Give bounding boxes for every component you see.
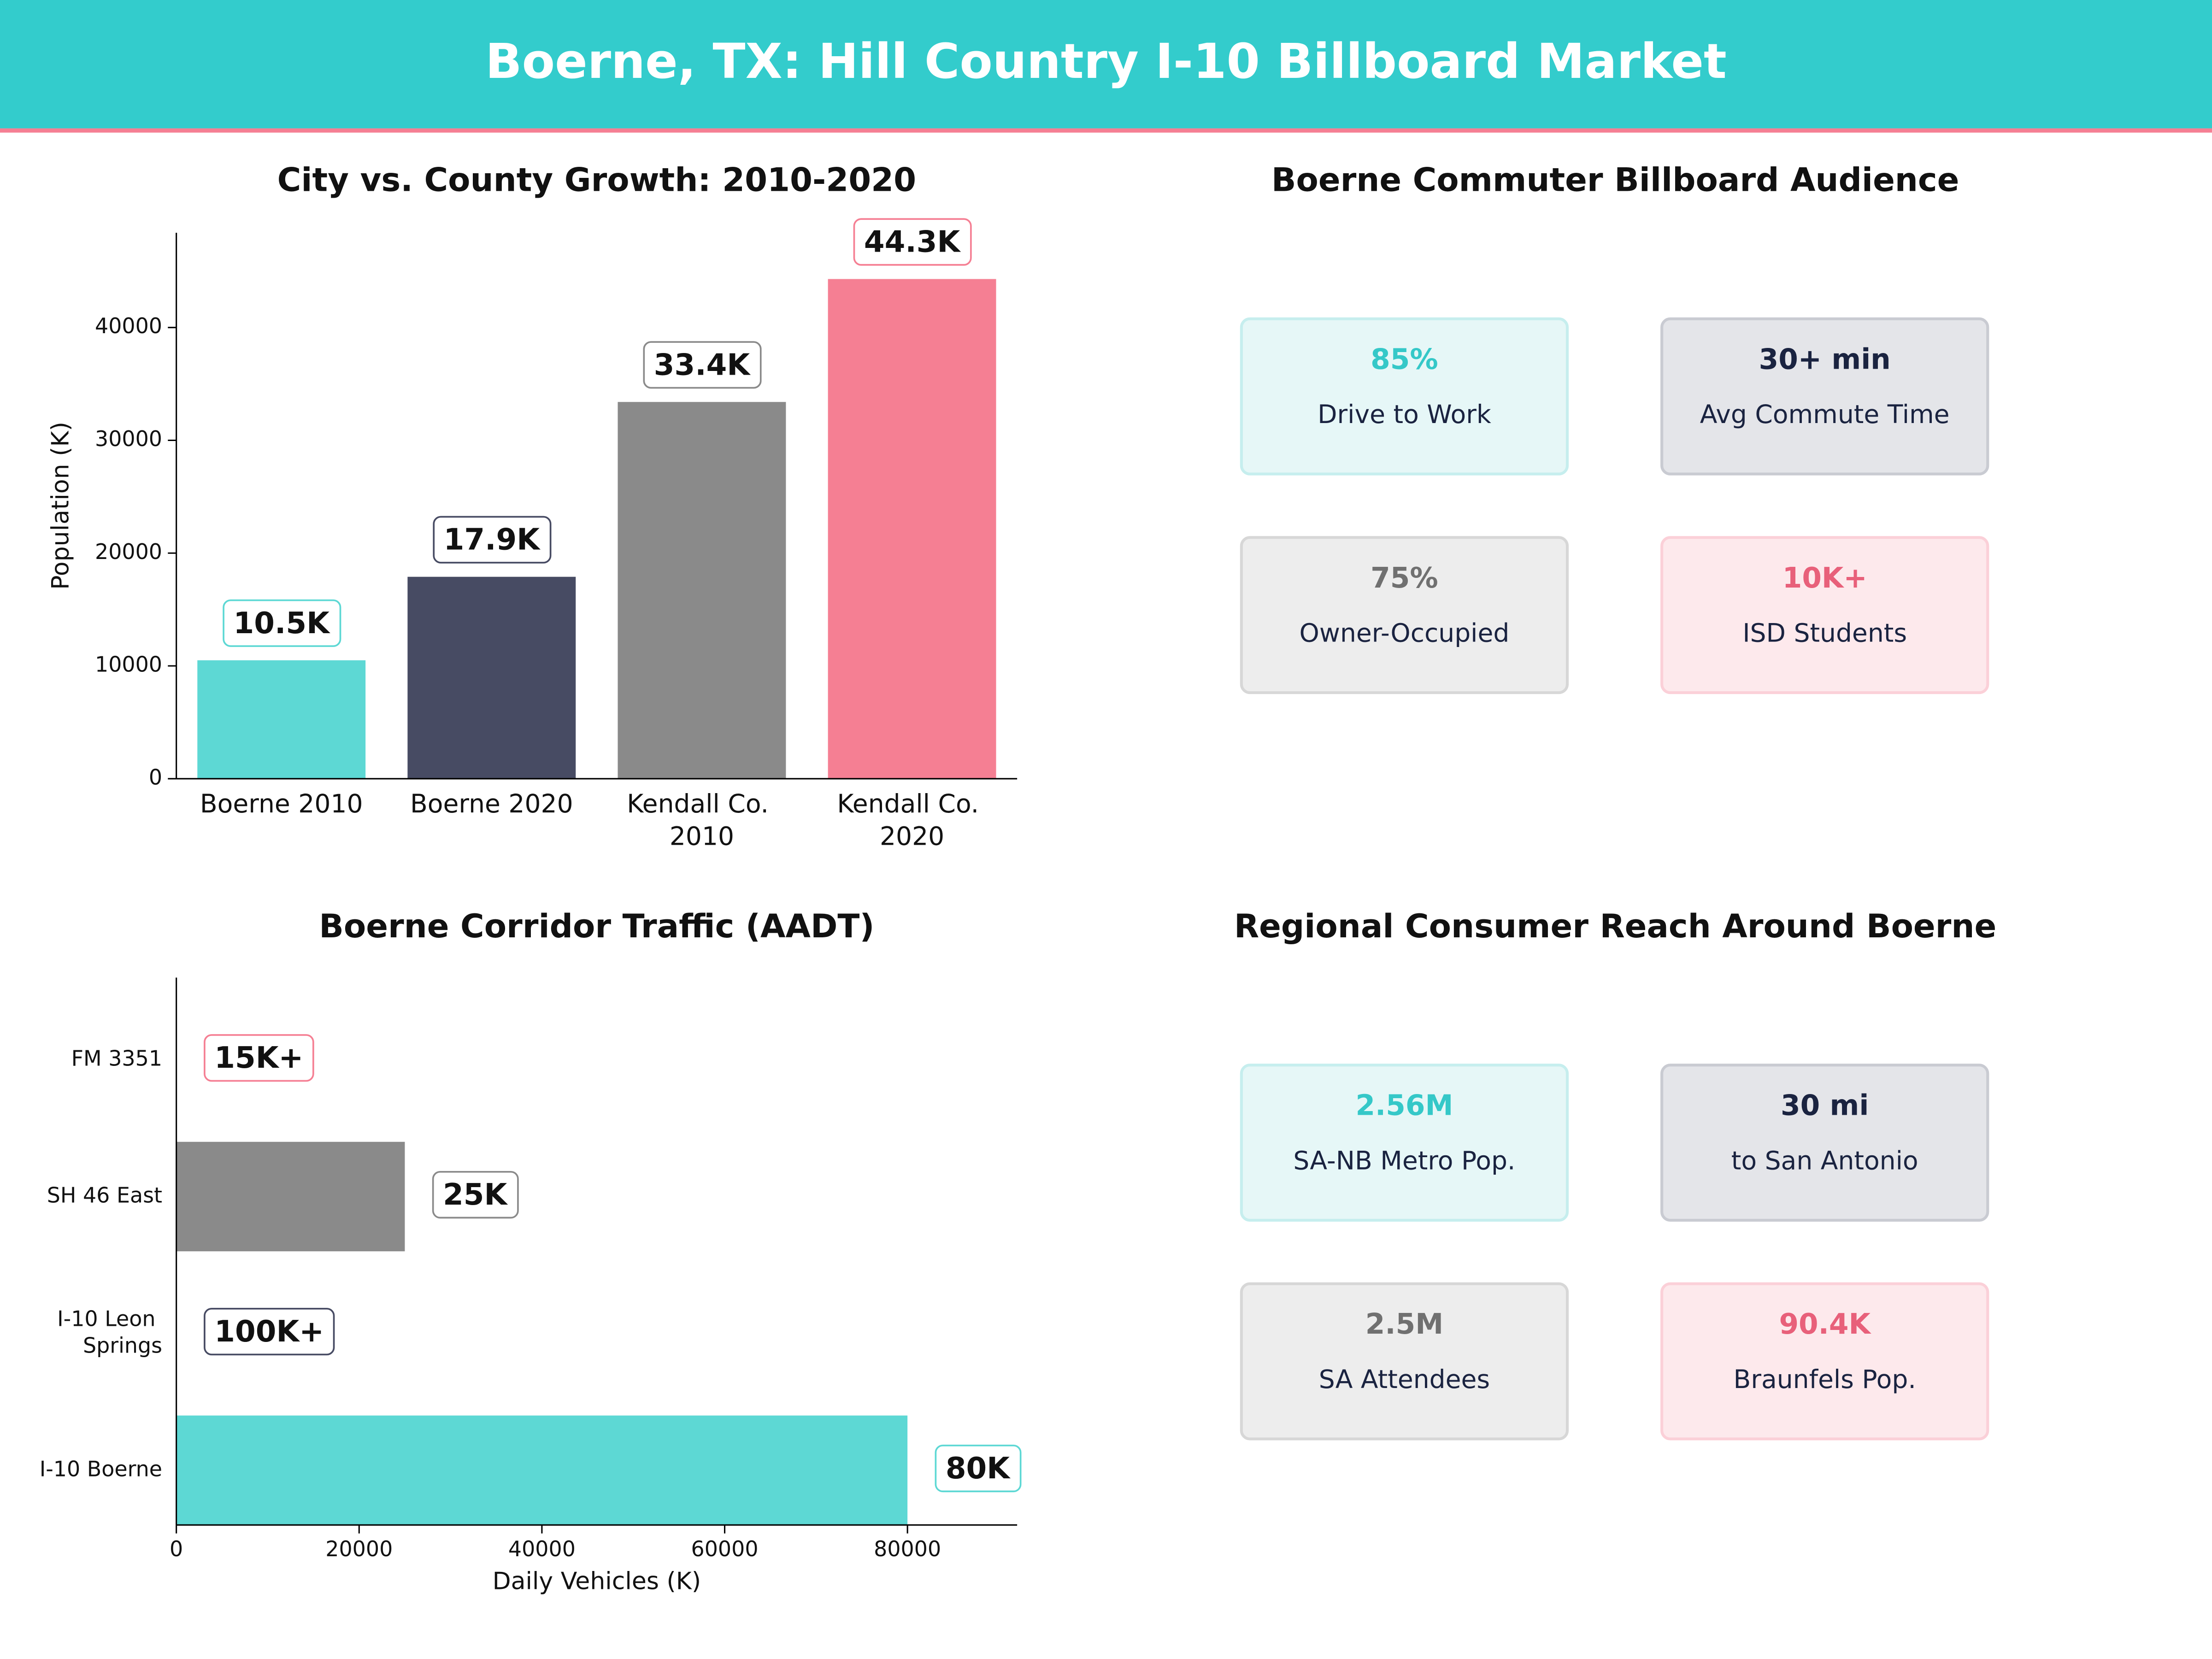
stat-card: [1660, 1064, 1989, 1222]
page-title: Boerne, TX: Hill Country I-10 Billboard …: [485, 33, 1726, 89]
tick-label: I-10 Boerne: [40, 1456, 162, 1481]
x-tick-label: 80000: [874, 1536, 941, 1561]
stat-label: Avg Commute Time: [1700, 400, 1950, 429]
panel-title: Regional Consumer Reach Around Boerne: [1234, 907, 1996, 945]
y-tick-label: 40000: [95, 313, 162, 338]
x-tick-label: 20000: [325, 1536, 393, 1561]
value-label: 10.5K: [234, 606, 331, 641]
value-label-box: [223, 599, 341, 647]
value-label: 80K: [946, 1451, 1011, 1486]
y-tick-label: 10000: [95, 652, 162, 677]
stat-value: 75%: [1371, 562, 1438, 594]
stat-value: 10K+: [1783, 562, 1867, 594]
stat-card: [1240, 1282, 1569, 1441]
tick-label: FM 3351: [71, 1046, 162, 1071]
x-axis-label: Daily Vehicles (K): [493, 1568, 701, 1595]
stat-label: to San Antonio: [1731, 1146, 1918, 1176]
stat-label: Owner-Occupied: [1300, 618, 1510, 648]
stat-label: ISD Students: [1742, 618, 1907, 648]
stat-card: [1660, 536, 1989, 694]
stat-label: Braunfels Pop.: [1734, 1365, 1916, 1394]
bar: [197, 660, 366, 779]
tick-label: SH 46 East: [47, 1182, 162, 1207]
stat-card: [1240, 536, 1569, 694]
y-tick-label: 0: [149, 765, 162, 789]
stat-card: [1660, 317, 1989, 476]
value-label: 33.4K: [654, 347, 751, 382]
bar: [828, 279, 996, 779]
stat-value: 90.4K: [1779, 1308, 1871, 1341]
tick-label: Boerne 2010: [200, 789, 363, 818]
stat-label: Drive to Work: [1318, 400, 1491, 429]
bar: [407, 577, 576, 779]
value-label: 17.9K: [444, 523, 541, 557]
stat-card: [1240, 1064, 1569, 1222]
bar: [618, 402, 786, 779]
stat-label: SA Attendees: [1319, 1365, 1490, 1394]
header-band: [0, 0, 2212, 129]
panel-title: Boerne Commuter Billboard Audience: [1271, 161, 1959, 199]
tick-label: Boerne 2020: [410, 789, 573, 818]
chart-title: Boerne Corridor Traffic (AADT): [319, 907, 874, 945]
value-label: 100K+: [214, 1314, 324, 1349]
stat-value: 30+ min: [1759, 343, 1891, 376]
stat-value: 2.56M: [1355, 1089, 1453, 1122]
stat-label: SA-NB Metro Pop.: [1293, 1146, 1515, 1176]
x-tick-label: 0: [170, 1536, 183, 1561]
value-label-box: [204, 1307, 335, 1356]
value-label: 15K+: [214, 1041, 303, 1075]
bar: [176, 1415, 908, 1525]
value-label-box: [204, 1034, 314, 1082]
value-label-box: [643, 341, 762, 389]
chart-title: City vs. County Growth: 2010-2020: [277, 161, 916, 199]
x-tick-label: 60000: [691, 1536, 759, 1561]
value-label-box: [433, 516, 552, 564]
stat-value: 30 mi: [1781, 1089, 1869, 1122]
tick-label: I-10 Leon Springs: [57, 1306, 162, 1358]
y-axis-label: Population (K): [47, 422, 75, 590]
tick-label: Kendall Co. 2010: [627, 789, 777, 851]
x-tick-label: 40000: [508, 1536, 576, 1561]
stat-card: [1660, 1282, 1989, 1441]
value-label-box: [432, 1171, 519, 1219]
value-label: 44.3K: [864, 224, 961, 259]
bar: [176, 1141, 405, 1252]
stat-value: 85%: [1371, 343, 1438, 376]
value-label-box: [935, 1444, 1022, 1493]
stat-card: [1240, 317, 1569, 476]
tick-label: Kendall Co. 2020: [837, 789, 987, 851]
value-label-box: [853, 218, 972, 266]
header-rule: [0, 128, 2212, 133]
y-tick-label: 20000: [95, 539, 162, 564]
y-tick-label: 30000: [95, 426, 162, 451]
value-label: 25K: [443, 1177, 508, 1212]
stat-value: 2.5M: [1365, 1308, 1443, 1341]
